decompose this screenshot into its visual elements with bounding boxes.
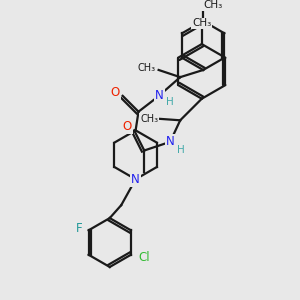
Text: H: H xyxy=(177,145,185,155)
Text: CH₃: CH₃ xyxy=(140,114,158,124)
Text: N: N xyxy=(131,173,140,186)
Text: CH₃: CH₃ xyxy=(204,0,223,10)
Text: Cl: Cl xyxy=(138,251,150,264)
Text: O: O xyxy=(111,86,120,100)
Text: CH₃: CH₃ xyxy=(192,18,212,28)
Text: H: H xyxy=(166,98,174,107)
Text: N: N xyxy=(155,89,164,102)
Text: O: O xyxy=(122,120,132,134)
Text: CH₃: CH₃ xyxy=(137,63,156,73)
Text: F: F xyxy=(76,222,83,236)
Text: N: N xyxy=(166,135,175,148)
